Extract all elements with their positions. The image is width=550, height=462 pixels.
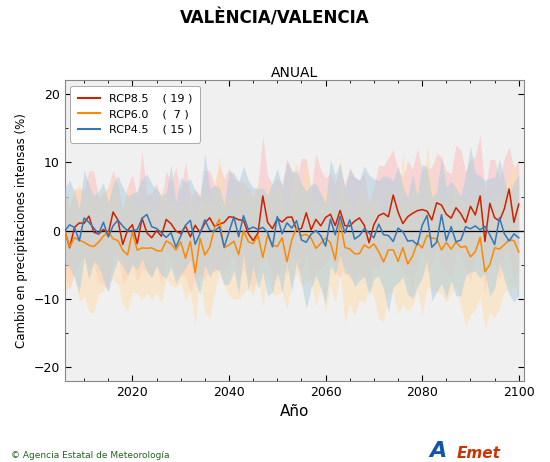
Title: ANUAL: ANUAL: [271, 67, 318, 80]
Legend: RCP8.5    ( 19 ), RCP6.0    (  7 ), RCP4.5    ( 15 ): RCP8.5 ( 19 ), RCP6.0 ( 7 ), RCP4.5 ( 15…: [70, 86, 200, 143]
Text: A: A: [429, 441, 446, 461]
Text: © Agencia Estatal de Meteorología: © Agencia Estatal de Meteorología: [11, 451, 169, 460]
Text: VALÈNCIA/VALENCIA: VALÈNCIA/VALENCIA: [180, 9, 370, 27]
X-axis label: Año: Año: [279, 404, 309, 419]
Text: Emet: Emet: [456, 446, 501, 461]
Y-axis label: Cambio en precipitaciones intensas (%): Cambio en precipitaciones intensas (%): [15, 113, 28, 348]
